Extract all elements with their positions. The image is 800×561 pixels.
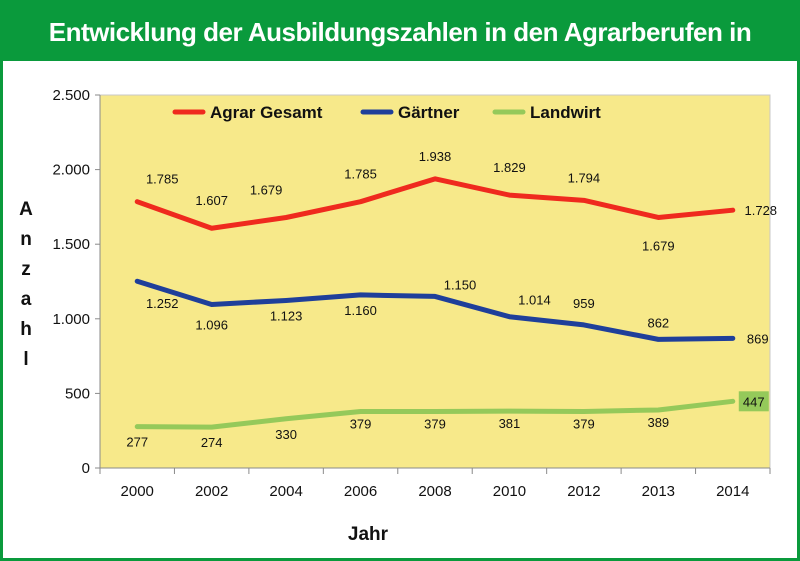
y-tick-label: 1.000 <box>52 311 90 328</box>
series-line-2 <box>134 398 736 430</box>
data-label: 1.794 <box>568 170 601 185</box>
y-axis-title-letter: n <box>20 229 32 250</box>
data-label: 959 <box>573 296 595 311</box>
data-label: 1.679 <box>642 238 675 253</box>
axes <box>95 94 771 474</box>
data-label: 1.252 <box>146 296 179 311</box>
legend-label: Landwirt <box>530 103 601 122</box>
data-labels: 1.785 1.607 1.679 1.785 1.938 1.829 1.794 1.679… <box>126 149 777 450</box>
data-label: 1.123 <box>270 308 303 323</box>
x-tick-labels: 2000 2002 2004 2006 2008 2010 2012 2013 2014 <box>121 483 750 500</box>
y-axis-title-letter: z <box>21 259 31 280</box>
data-label: 1.728 <box>745 203 778 218</box>
x-axis-title: Jahr <box>348 524 389 545</box>
plot-area <box>99 94 771 469</box>
y-axis-title-letter: a <box>21 289 32 310</box>
x-tick-label: 2012 <box>567 483 600 500</box>
data-label: 330 <box>275 427 297 442</box>
legend-label: Gärtner <box>398 103 460 122</box>
data-label: 1.829 <box>493 160 526 175</box>
x-tick-label: 2002 <box>195 483 228 500</box>
data-label: 869 <box>747 331 769 346</box>
legend: Agrar Gesamt Gärtner Landwirt <box>172 103 601 122</box>
data-label: 379 <box>350 416 372 431</box>
series-lines <box>134 176 736 430</box>
y-tick-label: 1.500 <box>52 236 90 253</box>
data-label: 1.938 <box>419 149 452 164</box>
data-label: 274 <box>201 435 223 450</box>
data-label: 1.014 <box>518 293 551 308</box>
data-label: 379 <box>424 416 446 431</box>
x-tick-label: 2013 <box>642 483 675 500</box>
data-label: 277 <box>126 435 148 450</box>
legend-item: Landwirt <box>492 103 601 122</box>
data-label: 389 <box>647 415 669 430</box>
y-axis-title-letter: h <box>20 319 32 340</box>
data-label: 1.160 <box>344 303 377 318</box>
data-label: 862 <box>647 315 669 330</box>
legend-item: Gärtner <box>360 103 460 122</box>
y-axis-title-letter: A <box>19 199 33 220</box>
y-tick-label: 2.500 <box>52 87 90 104</box>
last-value-highlight <box>738 391 769 412</box>
y-axis-title-letter: l <box>23 349 28 370</box>
y-tick-label: 500 <box>65 385 90 402</box>
data-label: 1.150 <box>444 277 477 292</box>
y-tick-label: 0 <box>82 460 90 477</box>
data-label: 379 <box>573 416 595 431</box>
legend-label: Agrar Gesamt <box>210 103 323 122</box>
data-label: 381 <box>499 416 521 431</box>
x-tick-label: 2000 <box>121 483 154 500</box>
series-line-1 <box>134 278 736 342</box>
data-label: 1.607 <box>195 193 228 208</box>
x-tick-label: 2008 <box>418 483 451 500</box>
data-label: 1.679 <box>250 182 283 197</box>
x-tick-label: 2006 <box>344 483 377 500</box>
x-tick-label: 2010 <box>493 483 526 500</box>
y-tick-label: 2.000 <box>52 162 90 179</box>
x-tick-label: 2014 <box>716 483 749 500</box>
data-label: 1.096 <box>195 317 228 332</box>
x-tick-label: 2004 <box>269 483 302 500</box>
legend-item: Agrar Gesamt <box>172 103 323 122</box>
series-line-0 <box>134 176 736 231</box>
data-label: 1.785 <box>344 167 377 182</box>
data-label: 447 <box>743 394 765 409</box>
y-tick-labels: 0 500 1.000 1.500 2.000 2.500 <box>52 87 90 477</box>
data-label: 1.785 <box>146 172 179 187</box>
